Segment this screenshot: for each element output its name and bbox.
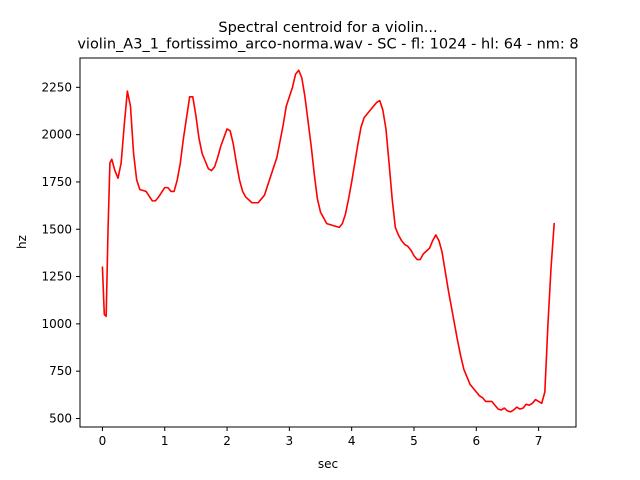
chart-title-line-2: violin_A3_1_fortissimo_arco-norma.wav - … [77, 37, 578, 53]
x-tick-label: 7 [535, 434, 543, 448]
x-tick-label: 4 [348, 434, 356, 448]
x-tick-label: 3 [286, 434, 294, 448]
y-tick-label: 2250 [41, 80, 72, 94]
y-tick-label: 1250 [41, 270, 72, 284]
axes-frame [79, 57, 577, 428]
spectral-centroid-line [101, 69, 555, 413]
x-axis-label: sec [318, 457, 338, 471]
x-tick-label: 1 [161, 434, 169, 448]
y-axis-label: hz [15, 235, 29, 249]
chart-title-line-1: Spectral centroid for a violin... [218, 20, 437, 36]
y-tick-label: 500 [49, 411, 72, 425]
y-tick-label: 750 [49, 364, 72, 378]
y-tick-label: 2000 [41, 128, 72, 142]
x-axis-ticks: 0 1 2 3 4 5 6 7 [99, 427, 543, 448]
y-tick-label: 1500 [41, 222, 72, 236]
x-tick-label: 6 [472, 434, 480, 448]
x-tick-label: 0 [99, 434, 107, 448]
y-axis-ticks: 500 750 1000 1250 1500 1750 2000 2250 [41, 80, 80, 425]
plot-area [79, 57, 577, 428]
y-tick-label: 1000 [41, 317, 72, 331]
y-tick-label: 1750 [41, 175, 72, 189]
x-tick-label: 2 [223, 434, 231, 448]
x-tick-label: 5 [410, 434, 418, 448]
